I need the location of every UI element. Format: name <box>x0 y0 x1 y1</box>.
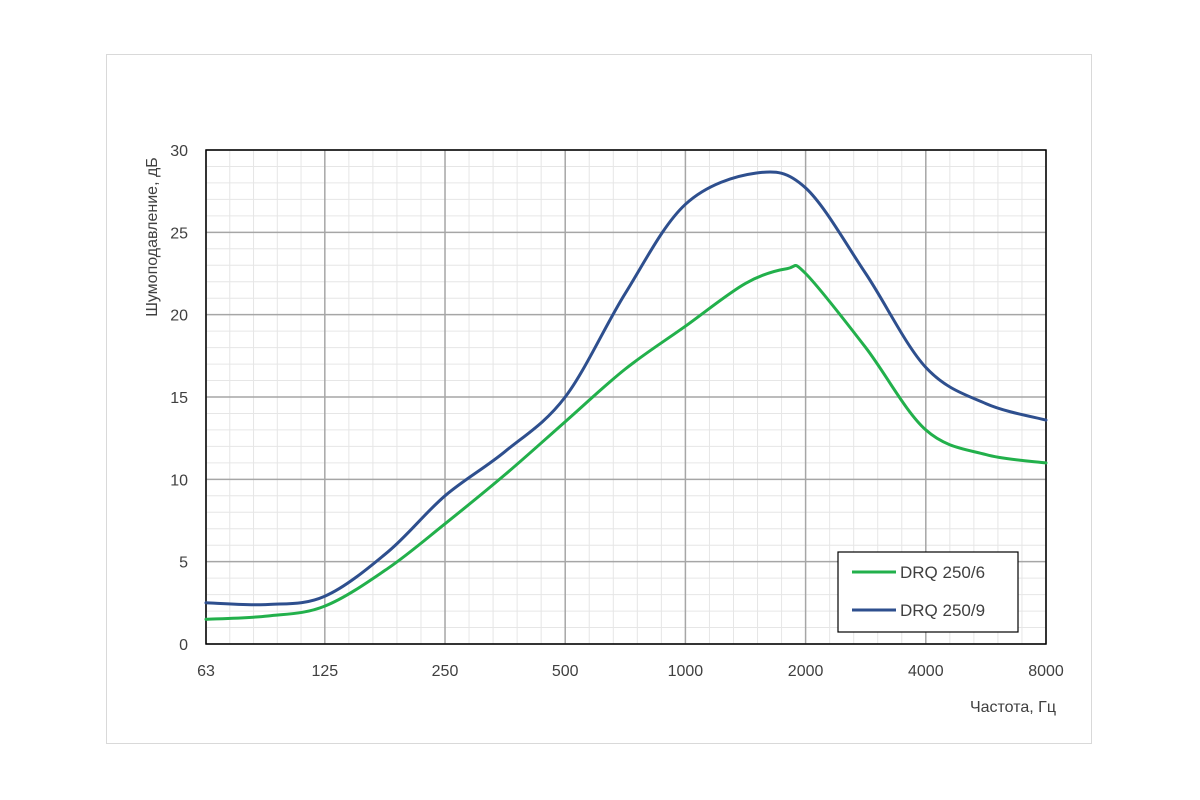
x-tick-label: 500 <box>552 663 579 680</box>
x-tick-label: 1000 <box>668 663 704 680</box>
y-tick-labels: 0 5 10 15 20 25 30 <box>170 143 188 654</box>
x-tick-label: 4000 <box>908 663 944 680</box>
series-line-2 <box>204 170 1048 607</box>
y-tick-label: 10 <box>170 472 188 489</box>
x-tick-label: 8000 <box>1028 663 1064 680</box>
legend-box <box>837 551 1019 633</box>
x-tick-label: 63 <box>197 663 215 680</box>
plot-area-border <box>205 149 1047 645</box>
y-tick-label: 0 <box>179 637 188 654</box>
x-tick-label: 250 <box>432 663 459 680</box>
legend-label: DRQ 250/9 <box>900 601 985 620</box>
y-tick-label: 30 <box>170 143 188 160</box>
series-lines <box>204 170 1048 621</box>
x-tick-labels: 63 125 250 500 1000 2000 4000 8000 <box>197 663 1064 680</box>
legend: DRQ 250/6 DRQ 250/9 <box>837 551 1019 633</box>
y-tick-label: 5 <box>179 555 188 572</box>
x-tick-label: 125 <box>311 663 338 680</box>
y-axis-title: Шумоподавление, дБ <box>144 157 161 317</box>
series-line-1 <box>204 263 1048 621</box>
x-tick-label: 2000 <box>788 663 824 680</box>
x-axis-title: Частота, Гц <box>970 699 1056 716</box>
y-tick-label: 20 <box>170 308 188 325</box>
y-tick-label: 15 <box>170 390 188 407</box>
y-tick-label: 25 <box>170 225 188 242</box>
legend-label: DRQ 250/6 <box>900 563 985 582</box>
